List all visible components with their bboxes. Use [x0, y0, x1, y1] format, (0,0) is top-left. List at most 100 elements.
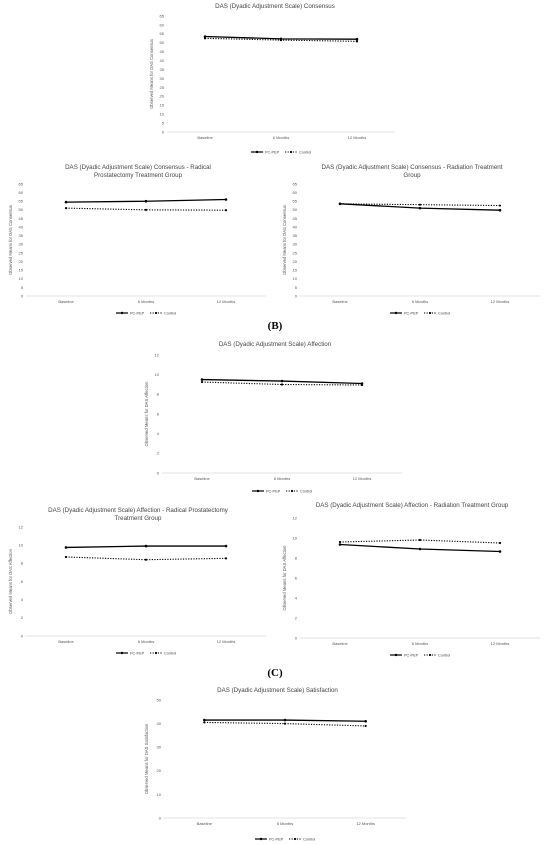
data-point-pc-pep: [498, 208, 502, 212]
chart-title: DAS (Dyadic Adjustment Scale) Satisfacti…: [217, 687, 338, 694]
y-tick-label: 2: [295, 615, 298, 620]
y-tick-label: 8: [21, 561, 24, 566]
legend-label-control: Control: [300, 489, 312, 493]
y-tick-label: 2: [157, 451, 160, 456]
chart-affection-radiation: DAS (Dyadic Adjustment Scale) Affection …: [278, 498, 546, 660]
chart-plot: 0 10 20 30 40 50 Baseline 6 Months 12 Months Obse…: [144, 697, 406, 841]
legend-marker-control: [428, 311, 432, 315]
y-tick-label: 8: [157, 392, 160, 397]
y-tick-label: 0: [157, 470, 160, 475]
data-point-control: [280, 383, 284, 386]
data-point-control: [64, 207, 68, 210]
chart-title: DAS (Dyadic Adjustment Scale) Consensus …: [321, 164, 503, 180]
y-tick-label: 50: [160, 40, 165, 45]
y-tick-label: 60: [293, 190, 298, 195]
y-tick-label: 55: [19, 199, 24, 204]
data-point-pc-pep: [203, 718, 206, 722]
x-tick-label: 12 Months: [491, 299, 510, 304]
chart-consensus-prostatectomy: DAS (Dyadic Adjustment Scale) Consensus …: [4, 162, 272, 320]
y-tick-label: 8: [295, 555, 298, 560]
y-tick-label: 4: [157, 431, 160, 436]
y-tick-label: 10: [19, 543, 24, 548]
data-point-control: [203, 37, 207, 40]
y-tick-label: 65: [160, 13, 165, 18]
chart-plot: 0 5 10 15 20 25 30 35 40 45 50 55 60 65 Baseline 6 Mont…: [149, 13, 395, 154]
y-tick-label: 50: [157, 697, 162, 702]
data-point-control: [144, 208, 148, 211]
y-tick-label: 4: [295, 595, 298, 600]
x-tick-label: 6 Months: [273, 135, 289, 140]
chart-affection-overall: DAS (Dyadic Adjustment Scale) Affection …: [140, 338, 410, 498]
y-tick-label: 25: [293, 250, 298, 255]
data-point-pc-pep: [283, 718, 287, 722]
x-tick-label: 12 Months: [353, 476, 372, 481]
y-axis-label: Observed Means for DAS Affection: [144, 381, 149, 447]
y-tick-label: 15: [160, 103, 165, 108]
y-axis-label: Observed Means for DAS Satisfaction: [144, 723, 149, 794]
y-tick-label: 6: [295, 575, 298, 580]
y-tick-label: 0: [295, 635, 298, 640]
y-tick-label: 20: [293, 259, 298, 264]
y-tick-label: 20: [19, 259, 24, 264]
chart-title: DAS (Dyadic Adjustment Scale) Affection: [218, 341, 332, 348]
legend-marker-pc-pep: [120, 311, 124, 315]
y-tick-label: 10: [19, 276, 24, 281]
y-tick-label: 20: [157, 768, 162, 773]
y-tick-label: 10: [293, 535, 298, 540]
chart-affection-prostatectomy: DAS (Dyadic Adjustment Scale) Affection …: [4, 505, 272, 660]
x-tick-label: Baseline: [332, 299, 348, 304]
data-point-control: [224, 557, 228, 560]
legend-marker-pc-pep: [120, 651, 124, 655]
y-tick-label: 45: [19, 216, 24, 221]
chart-consensus-radiation: DAS (Dyadic Adjustment Scale) Consensus …: [278, 162, 546, 320]
series-line-control: [339, 203, 501, 207]
data-point-control: [64, 555, 68, 559]
series-line-control: [65, 556, 227, 561]
data-point-control: [355, 40, 359, 43]
legend-marker-pc-pep: [255, 150, 259, 154]
legend-marker-pc-pep: [394, 653, 398, 657]
x-tick-label: 12 Months: [217, 299, 236, 304]
chart-plot: 0 2 4 6 8 10 12 Baseline 6 Months 12 Months Observ…: [144, 352, 402, 493]
x-tick-label: 6 Months: [277, 821, 293, 826]
data-point-control: [279, 38, 283, 42]
y-tick-label: 12: [155, 352, 160, 357]
data-point-pc-pep: [224, 544, 228, 548]
y-tick-label: 10: [155, 372, 160, 377]
legend-marker-control: [428, 653, 432, 657]
legend-marker-control: [293, 837, 297, 841]
y-tick-label: 50: [293, 207, 298, 212]
x-tick-label: 6 Months: [138, 299, 154, 304]
y-tick-label: 5: [295, 285, 298, 290]
legend-label-control: Control: [164, 651, 176, 655]
y-tick-label: 45: [160, 49, 165, 54]
data-point-control: [224, 209, 228, 212]
data-point-control: [498, 204, 502, 207]
legend-marker-pc-pep: [259, 837, 263, 841]
legend-label-control: Control: [299, 150, 311, 154]
y-tick-label: 6: [157, 411, 160, 416]
x-tick-label: Baseline: [58, 639, 74, 644]
data-point-pc-pep: [418, 547, 422, 551]
data-point-pc-pep: [280, 379, 284, 383]
legend-label-pc-pep: PC-PEP: [269, 837, 284, 841]
legend-label-pc-pep: PC-PEP: [130, 311, 145, 315]
data-point-control: [200, 380, 204, 384]
y-tick-label: 20: [160, 94, 165, 99]
y-tick-label: 6: [21, 579, 24, 584]
legend-label-pc-pep: PC-PEP: [266, 489, 281, 493]
x-tick-label: Baseline: [332, 641, 348, 646]
x-tick-label: 12 Months: [217, 639, 236, 644]
y-tick-label: 30: [157, 745, 162, 750]
chart-plot: 0 5 10 15 20 25 30 35 40 45 50 55 60 65 Baseline 6 Mont…: [282, 181, 540, 315]
y-tick-label: 25: [160, 85, 165, 90]
y-tick-label: 10: [160, 112, 165, 117]
data-point-control: [364, 724, 367, 728]
data-point-pc-pep: [418, 206, 422, 210]
x-tick-label: 12 Months: [348, 135, 367, 140]
data-point-pc-pep: [203, 35, 207, 38]
chart-title: DAS (Dyadic Adjustment Scale) Affection …: [48, 507, 228, 523]
y-tick-label: 0: [159, 815, 162, 820]
legend-label-control: Control: [303, 837, 315, 841]
x-tick-label: 6 Months: [274, 476, 290, 481]
